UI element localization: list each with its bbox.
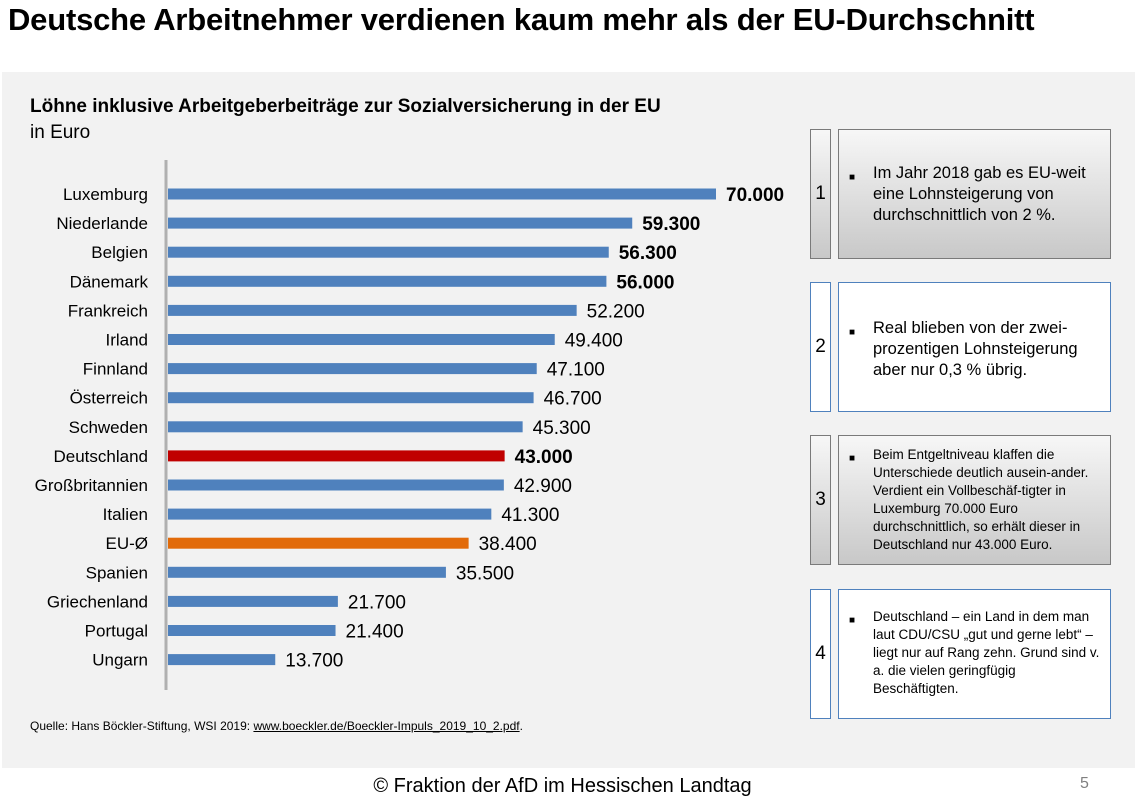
bullet-icon: ■: [849, 453, 856, 464]
value-label: 45.300: [533, 418, 591, 439]
category-label: Frankreich: [68, 301, 148, 320]
bar: [168, 421, 523, 433]
bar: [168, 625, 336, 636]
category-label: Griechenland: [47, 592, 148, 611]
value-label: 13.700: [285, 651, 343, 672]
bar: [168, 246, 609, 258]
value-label: 42.900: [514, 476, 572, 497]
bar: [168, 188, 716, 200]
source-prefix: Quelle: Hans Böckler-Stiftung, WSI 2019:: [30, 719, 254, 733]
category-label: Schweden: [69, 418, 148, 437]
bar: [168, 363, 537, 375]
box-2-text: ■ Real blieben von der zwei-prozentigen L…: [838, 282, 1111, 412]
source-suffix: .: [519, 719, 523, 733]
bar: [168, 654, 276, 666]
value-label: 70.000: [726, 185, 784, 206]
box-3-content: Beim Entgeltniveau klaffen die Unterschi…: [873, 447, 1089, 552]
bar: [168, 450, 505, 462]
value-label: 47.100: [547, 360, 605, 381]
page-number: 5: [1080, 775, 1089, 792]
bar: [168, 537, 469, 549]
category-label: Österreich: [70, 389, 148, 408]
bar: [168, 217, 633, 229]
value-label: 35.500: [456, 563, 514, 584]
box-3-number: 3: [810, 435, 831, 565]
box-4-text: ■ Deutschland – ein Land in dem man laut …: [838, 589, 1111, 719]
box-3-text: ■ Beim Entgeltniveau klaffen die Untersch…: [838, 435, 1111, 565]
box-1-content: Im Jahr 2018 gab es EU-weit eine Lohnste…: [873, 164, 1086, 224]
bullet-icon: ■: [849, 327, 856, 338]
category-label: Portugal: [85, 622, 148, 641]
bar: [168, 566, 446, 578]
category-label: Dänemark: [70, 272, 149, 291]
bar: [168, 304, 577, 316]
source-link[interactable]: www.boeckler.de/Boeckler-Impuls_2019_10_…: [253, 719, 520, 733]
value-label: 59.300: [642, 214, 700, 235]
source-note: Quelle: Hans Böckler-Stiftung, WSI 2019:…: [30, 719, 523, 733]
category-label: Großbritannien: [35, 476, 148, 495]
bar: [168, 334, 555, 345]
category-label: Luxemburg: [63, 185, 148, 204]
value-label: 43.000: [515, 447, 573, 468]
bar: [168, 392, 534, 404]
bullet-icon: ■: [849, 615, 856, 626]
category-label: EU-Ø: [106, 534, 149, 553]
category-label: Irland: [105, 331, 148, 350]
box-1-number: 1: [810, 129, 831, 259]
category-label: Finnland: [83, 360, 148, 379]
category-label: Italien: [103, 505, 148, 524]
box-1-text: ■ Im Jahr 2018 gab es EU-weit eine Lohnst…: [838, 129, 1111, 259]
chart-title: Löhne inklusive Arbeitgeberbeiträge zur …: [30, 96, 661, 117]
box-2-content: Real blieben von der zwei-prozentigen Lo…: [873, 319, 1078, 379]
box-4-number: 4: [810, 589, 831, 719]
footer-copyright: © Fraktion der AfD im Hessischen Landtag: [373, 775, 752, 797]
box-2-number: 2: [810, 282, 831, 412]
value-label: 21.400: [346, 622, 404, 643]
category-label: Belgien: [91, 243, 148, 262]
value-label: 46.700: [544, 389, 602, 410]
value-label: 38.400: [479, 534, 537, 555]
box-4-content: Deutschland – ein Land in dem man laut C…: [873, 609, 1100, 696]
category-label: Ungarn: [92, 651, 148, 670]
bar: [168, 595, 338, 607]
category-label: Niederlande: [56, 214, 148, 233]
category-label: Spanien: [86, 563, 148, 582]
bar: [168, 479, 504, 491]
bullet-icon: ■: [849, 172, 856, 183]
value-label: 56.000: [616, 272, 674, 293]
value-label: 21.700: [348, 592, 406, 613]
chart-subtitle: in Euro: [30, 122, 91, 143]
value-label: 49.400: [565, 331, 623, 352]
category-label: Deutschland: [53, 447, 148, 466]
value-label: 52.200: [587, 301, 645, 322]
page-title: Deutsche Arbeitnehmer verdienen kaum meh…: [8, 2, 1035, 37]
value-label: 56.300: [619, 243, 677, 264]
bar: [168, 508, 492, 520]
bar: [168, 275, 607, 287]
value-label: 41.300: [501, 505, 559, 526]
